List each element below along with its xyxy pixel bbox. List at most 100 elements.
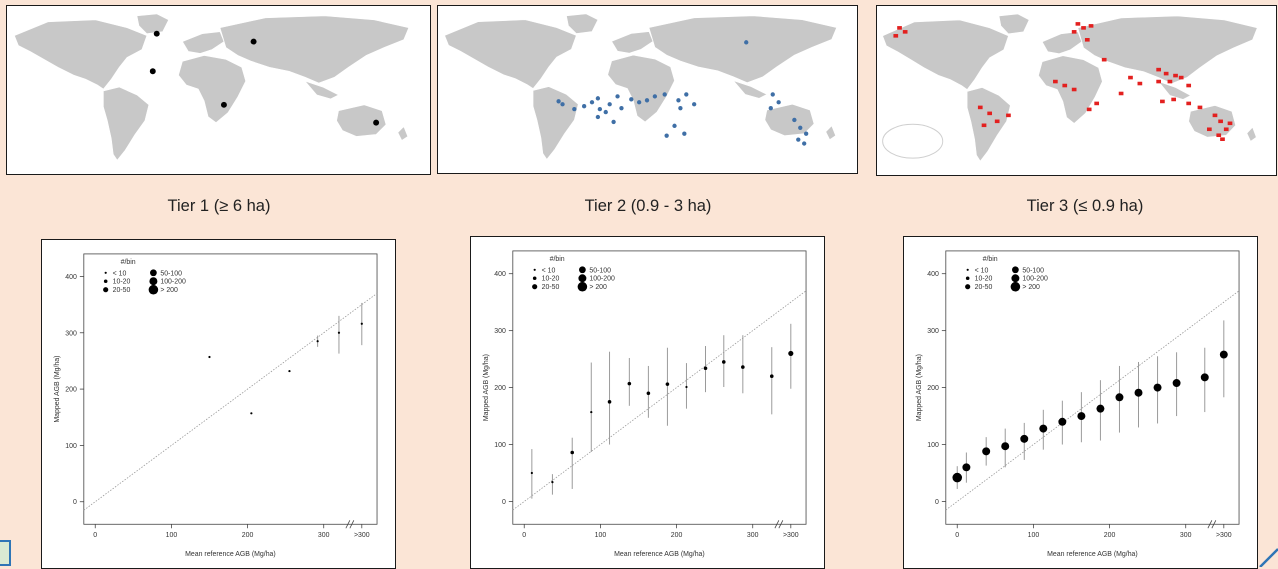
legend-title: #/bin (550, 256, 565, 263)
y-tick-label: 300 (494, 328, 506, 335)
legend-symbol (579, 266, 586, 274)
legend-label: < 10 (542, 267, 556, 274)
y-tick-label: 0 (935, 499, 939, 506)
tier2-site-marker (676, 98, 681, 103)
legend-label: < 10 (975, 267, 989, 274)
tier3-site-marker (1128, 75, 1133, 80)
tier2-site-marker (607, 102, 612, 107)
tier2-site-marker (572, 106, 577, 112)
legend-label: 20-50 (975, 284, 993, 291)
tier2-site-marker (682, 131, 687, 136)
tier3-site-marker (1178, 75, 1184, 80)
tier3-site-marker (1094, 101, 1100, 106)
legend-label: 10-20 (542, 276, 560, 283)
tier3-site-marker (1160, 99, 1165, 104)
legend-label: < 10 (113, 270, 127, 277)
tier3-site-marker (1223, 127, 1229, 132)
y-tick-label: 100 (65, 443, 77, 450)
y-tick-label: 200 (65, 387, 77, 394)
tier3-site-marker (1212, 113, 1218, 118)
tier3-site-marker (1218, 119, 1223, 124)
tier2-site-marker (768, 106, 773, 111)
tier3-scatter-chart: 0 100 200 300 400 0 100 200 300 >300 Mean referenc… (916, 250, 1240, 558)
data-point (1058, 417, 1067, 426)
one-to-one-line (945, 290, 1240, 511)
y-axis-label: Mapped AGB (Mg/ha) (483, 354, 490, 421)
tier1-map (6, 5, 431, 175)
tier3-world-map (882, 13, 1258, 162)
tier3-site-marker (1156, 67, 1161, 72)
data-point (250, 412, 253, 415)
tier2-site-markers (556, 40, 809, 146)
legend-symbol (965, 276, 970, 281)
data-point (1077, 412, 1086, 421)
x-tick-label: 100 (166, 532, 178, 539)
y-tick-label: 200 (927, 385, 939, 392)
tier3-site-marker (1167, 79, 1173, 84)
tier2-site-marker (595, 96, 601, 101)
data-point (962, 463, 971, 472)
tier3-site-marker (1071, 87, 1077, 92)
y-tick-label: 400 (927, 271, 939, 278)
legend-symbol (966, 268, 969, 271)
tier2-site-marker (595, 114, 601, 120)
legend-label: 50-100 (160, 270, 182, 277)
tier2-world-map (444, 13, 838, 160)
data-point (741, 365, 745, 369)
legend-label: 20-50 (542, 284, 560, 291)
tier3-site-marker (902, 30, 908, 34)
legend-label: > 200 (1022, 284, 1040, 291)
tier3-site-marker (1173, 73, 1178, 78)
tier3-site-marker (1088, 24, 1094, 28)
legend-label: 50-100 (1022, 267, 1044, 274)
data-point (360, 322, 363, 325)
axis-break (349, 520, 355, 529)
legend-label: 100-200 (160, 279, 186, 286)
tier1-world-map (14, 13, 410, 161)
tier2-site-marker (798, 125, 803, 130)
tier2-site-marker (662, 92, 667, 97)
data-point (1001, 442, 1010, 451)
x-tick-label: 0 (522, 532, 526, 539)
legend-title: #/bin (983, 256, 998, 263)
axis-break (1211, 520, 1217, 529)
data-point (665, 382, 670, 386)
tier2-site-marker (636, 100, 642, 105)
tier2-site-marker (792, 117, 797, 123)
data-point (1039, 424, 1048, 433)
one-to-one-line (83, 293, 378, 511)
tier1-label: Tier 1 (≥ 6 ha) (167, 197, 271, 215)
legend-symbol (533, 268, 536, 271)
tier3-site-marker (1071, 30, 1077, 34)
data-point (530, 471, 533, 475)
x-tick-label: 300 (1180, 532, 1192, 539)
tier3-site-marker (1081, 26, 1086, 30)
tier3-site-marker (1186, 101, 1192, 106)
tier3-site-marker (1163, 71, 1169, 76)
x-tick-label: 200 (671, 532, 683, 539)
x-axis-label: Mean reference AGB (Mg/ha) (1047, 551, 1138, 558)
data-point (1219, 350, 1228, 359)
tier2-scatter-chart: 0 100 200 300 400 0 100 200 300 >300 Mean referenc… (483, 250, 807, 558)
data-point (551, 481, 554, 484)
tier2-site-marker (629, 97, 634, 102)
data-point (208, 355, 211, 359)
tier3-site-marker (1006, 113, 1011, 118)
tier3-site-markers (893, 22, 1233, 142)
tier3-site-marker (1101, 57, 1107, 62)
ellipse-outline (882, 123, 944, 159)
legend-symbol (578, 274, 587, 283)
data-point (685, 385, 688, 389)
tier2-plot: 0 100 200 300 400 0 100 200 300 >300 Mean referenc… (470, 236, 825, 569)
tier3-site-marker (987, 111, 993, 116)
tier1-site-marker (220, 101, 227, 108)
data-point (703, 366, 708, 371)
tier3-site-marker (981, 123, 987, 128)
legend-symbol (1011, 274, 1020, 283)
tier3-site-marker (1075, 22, 1081, 26)
tier3-site-marker (1171, 97, 1177, 102)
tier3-site-marker (994, 119, 1000, 124)
tier3-site-marker (1197, 105, 1203, 110)
tier2-site-marker (684, 92, 689, 97)
legend-symbol (148, 284, 159, 295)
